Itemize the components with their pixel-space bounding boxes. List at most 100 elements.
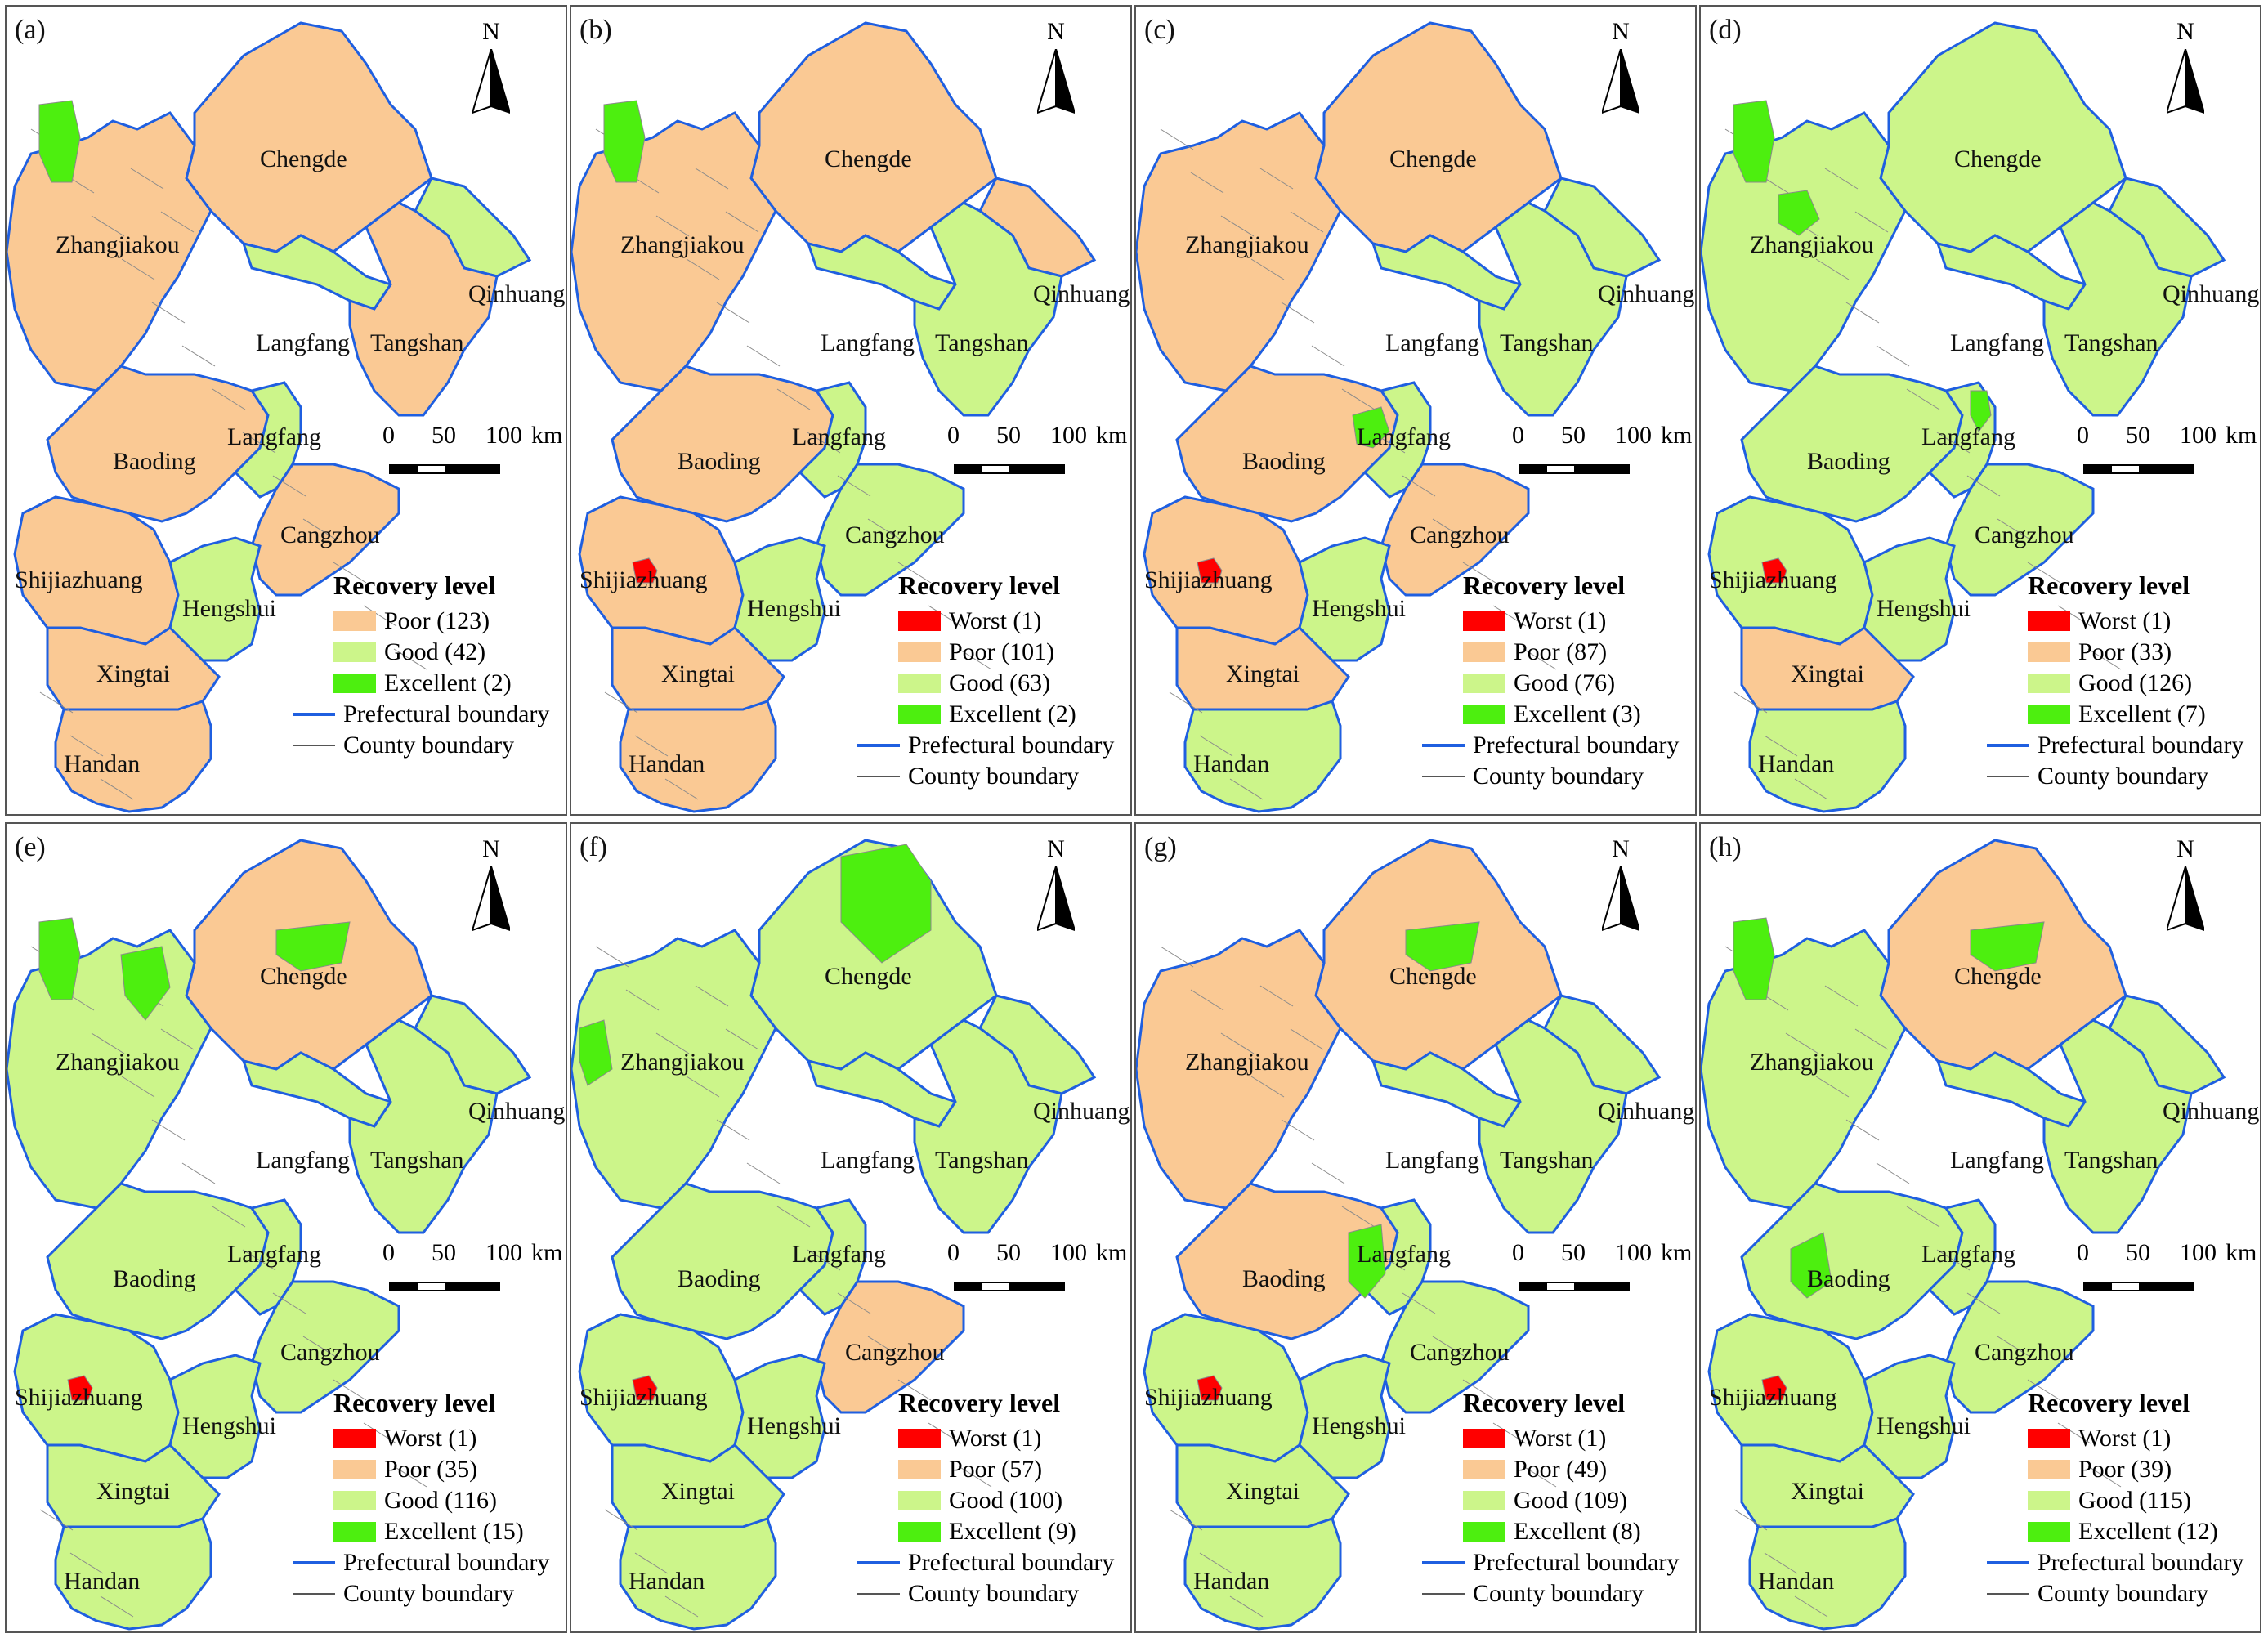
legend-swatch-poor	[333, 1460, 376, 1479]
scale-label-100: 100	[2180, 1239, 2217, 1266]
city-label-langfang-s: Langfang	[1357, 423, 1451, 450]
county-boundary-line	[272, 475, 306, 497]
county-boundary-line	[695, 985, 729, 1007]
county-excellent	[275, 921, 351, 972]
scale-bar-graphic	[389, 1282, 500, 1291]
city-label-xingtai: Xingtai	[661, 660, 735, 687]
legend-item-good: Good (116)	[276, 1485, 566, 1516]
legend-line-prefectural	[1987, 1561, 2029, 1564]
north-label: N	[1612, 835, 1630, 862]
legend-swatch-good	[1463, 1491, 1505, 1510]
north-arrow: N	[1592, 18, 1649, 124]
legend-item-county-boundary: County boundary	[1971, 1578, 2260, 1609]
county-boundary-line	[634, 1552, 669, 1574]
prefecture-langfang	[1362, 1198, 1432, 1316]
city-label-shijiazhuang: Shijiazhuang	[1709, 566, 1837, 593]
county-boundary-line	[716, 1119, 750, 1141]
north-arrow: N	[2157, 835, 2214, 942]
legend-line-county	[1987, 1593, 2029, 1595]
county-boundary-line	[604, 1509, 638, 1531]
county-boundary-line	[1432, 518, 1466, 540]
prefecture-langfang	[233, 381, 302, 499]
legend-label: County boundary	[343, 732, 515, 759]
city-label-chengde: Chengde	[825, 145, 912, 172]
county-boundary-line	[725, 1028, 759, 1050]
legend-label: County boundary	[908, 1580, 1080, 1607]
city-label-langfang-n: Langfang	[1385, 329, 1479, 356]
city-label-hengshui: Hengshui	[747, 1412, 841, 1439]
city-label-handan: Handan	[1758, 750, 1835, 777]
legend-item-excellent: Excellent (8)	[1406, 1516, 1695, 1547]
city-label-chengde: Chengde	[260, 145, 347, 172]
legend-item-county-boundary: County boundary	[1406, 1578, 1695, 1609]
scale-unit: km	[531, 1239, 563, 1266]
map-panel-a: (a) N Chengde Zhangjiakou Qinhuangdao Langfan…	[5, 5, 567, 816]
county-boundary-line	[91, 1032, 125, 1054]
scale-bar-graphic	[1519, 464, 1630, 474]
choropleth-map	[1701, 839, 2226, 1631]
county-boundary-line	[393, 648, 427, 670]
city-label-cangzhou: Cangzhou	[1410, 521, 1510, 548]
city-label-shijiazhuang: Shijiazhuang	[1144, 1384, 1273, 1411]
county-boundary-line	[807, 1249, 841, 1271]
legend: Recovery level Worst (1) Poor (87) Good (76…	[1406, 571, 1695, 792]
county-boundary-line	[121, 1076, 155, 1098]
legend-item-prefectural-boundary: Prefectural boundary	[1971, 1547, 2260, 1578]
legend: Recovery level Worst (1) Poor (39) Good (11…	[1971, 1388, 2260, 1609]
scale-label-100: 100	[1615, 1239, 1652, 1266]
county-boundary-line	[2027, 562, 2061, 584]
panel-label: (f)	[579, 832, 607, 862]
city-label-hengshui: Hengshui	[182, 595, 276, 622]
legend-label: Good (42)	[384, 638, 486, 665]
city-label-xingtai: Xingtai	[1226, 660, 1300, 687]
legend-item-worst: Worst (1)	[1971, 606, 2260, 637]
north-arrow: N	[1027, 835, 1085, 942]
scale-bar: 0 50 100 km	[379, 422, 563, 479]
legend-label: Good (76)	[1514, 669, 1616, 696]
county-boundary-line	[1190, 172, 1224, 194]
prefecture-baoding	[611, 1182, 834, 1340]
legend-item-excellent: Excellent (2)	[841, 699, 1130, 730]
legend-item-prefectural-boundary: Prefectural boundary	[841, 1547, 1130, 1578]
city-label-baoding: Baoding	[678, 448, 761, 475]
county-boundary-line	[181, 345, 216, 367]
county-boundary-line	[1341, 1206, 1376, 1228]
map-panel-d: (d) N Chengde Zhangjiakou Qinhuangdao Langfan…	[1699, 5, 2261, 816]
map-panel-b: (b) N Chengde Zhangjiakou Qinhuangdao Langfan…	[570, 5, 1132, 816]
county-boundary-line	[1824, 985, 1859, 1007]
county-boundary-line	[212, 388, 246, 410]
scale-unit: km	[531, 422, 563, 449]
north-label: N	[1047, 18, 1065, 45]
county-boundary-line	[1290, 211, 1324, 233]
prefecture-handan	[1183, 700, 1342, 813]
prefecture-handan	[54, 1517, 212, 1631]
legend-item-poor: Poor (101)	[841, 637, 1130, 668]
map-panel-g: (g) N Chengde Zhangjiakou Qinhuangdao Langfan…	[1134, 822, 1697, 1633]
county-boundary-line	[242, 432, 276, 454]
scale-label-0: 0	[382, 422, 395, 449]
scale-unit: km	[1661, 1239, 1693, 1266]
legend-label: Poor (49)	[1514, 1456, 1608, 1483]
county-boundary-line	[333, 1379, 367, 1401]
county-boundary-line	[958, 1466, 992, 1488]
city-label-qinhuangdao: Qinhuangdao	[2163, 280, 2260, 307]
scale-label-100: 100	[1050, 1239, 1087, 1266]
legend-swatch-excellent	[898, 1522, 941, 1542]
city-label-cangzhou: Cangzhou	[280, 1339, 380, 1366]
legend-label: Excellent (8)	[1514, 1518, 1641, 1545]
legend-item-worst: Worst (1)	[841, 606, 1130, 637]
city-label-qinhuangdao: Qinhuangdao	[1033, 280, 1130, 307]
county-boundary-line	[958, 648, 992, 670]
county-boundary-line	[69, 735, 104, 757]
north-label: N	[482, 835, 500, 862]
city-label-handan: Handan	[64, 750, 141, 777]
legend-line-prefectural	[857, 744, 900, 747]
county-excellent	[603, 100, 646, 183]
panel-label: (h)	[1709, 832, 1742, 862]
county-boundary-line	[2087, 648, 2122, 670]
county-boundary-line	[897, 1379, 932, 1401]
legend-label: Excellent (15)	[384, 1518, 524, 1545]
county-boundary-line	[1785, 1032, 1819, 1054]
north-label: N	[1612, 18, 1630, 45]
city-label-hengshui: Hengshui	[1312, 595, 1406, 622]
